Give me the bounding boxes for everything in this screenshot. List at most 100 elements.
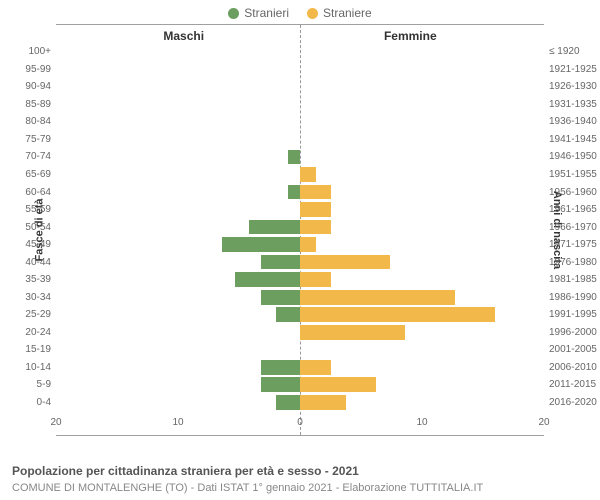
age-label: 60-64 <box>25 187 56 198</box>
bar-female <box>300 237 316 252</box>
age-row: 0-42016-2020 <box>56 394 544 412</box>
age-row: 80-841936-1940 <box>56 113 544 131</box>
bar-male <box>288 150 300 165</box>
age-label: 70-74 <box>25 151 56 162</box>
chart-container: Stranieri Straniere Maschi Femmine Fasce… <box>0 0 600 500</box>
birth-year-label: 1981-1985 <box>544 274 597 285</box>
age-row: 65-691951-1955 <box>56 166 544 184</box>
age-row: 75-791941-1945 <box>56 131 544 149</box>
age-row: 90-941926-1930 <box>56 78 544 96</box>
birth-year-label: 1986-1990 <box>544 292 597 303</box>
age-label: 5-9 <box>37 379 56 390</box>
x-tick: 20 <box>538 417 549 428</box>
birth-year-label: 1926-1930 <box>544 81 597 92</box>
birth-year-label: 1996-2000 <box>544 327 597 338</box>
bar-female <box>300 307 495 322</box>
age-row: 30-341986-1990 <box>56 288 544 306</box>
age-label: 20-24 <box>25 327 56 338</box>
age-label: 15-19 <box>25 344 56 355</box>
birth-year-label: 1971-1975 <box>544 239 597 250</box>
column-headers: Maschi Femmine <box>56 29 544 43</box>
legend-label-female: Straniere <box>323 6 372 20</box>
age-label: 25-29 <box>25 309 56 320</box>
age-row: 95-991921-1925 <box>56 61 544 79</box>
age-row: 45-491971-1975 <box>56 236 544 254</box>
age-row: 25-291991-1995 <box>56 306 544 324</box>
bar-male <box>222 237 300 252</box>
age-row: 40-441976-1980 <box>56 253 544 271</box>
birth-year-label: 2011-2015 <box>544 379 596 390</box>
age-row: 35-391981-1985 <box>56 271 544 289</box>
birth-year-label: 2001-2005 <box>544 344 597 355</box>
birth-year-label: 1946-1950 <box>544 151 597 162</box>
bar-male <box>261 377 300 392</box>
age-label: 75-79 <box>25 134 56 145</box>
bar-female <box>300 360 331 375</box>
bar-rows: 100+≤ 192095-991921-192590-941926-193085… <box>56 43 544 411</box>
birth-year-label: ≤ 1920 <box>544 46 580 57</box>
bar-male <box>276 395 300 410</box>
age-row: 15-192001-2005 <box>56 341 544 359</box>
birth-year-label: 1941-1945 <box>544 134 597 145</box>
birth-year-label: 1921-1925 <box>544 64 597 75</box>
age-label: 80-84 <box>25 116 56 127</box>
age-label: 95-99 <box>25 64 56 75</box>
birth-year-label: 2006-2010 <box>544 362 597 373</box>
age-label: 0-4 <box>37 397 56 408</box>
age-row: 85-891931-1935 <box>56 96 544 114</box>
birth-year-label: 1991-1995 <box>544 309 597 320</box>
bar-male <box>249 220 300 235</box>
chart-subtitle: COMUNE DI MONTALENGHE (TO) - Dati ISTAT … <box>12 482 483 494</box>
age-label: 100+ <box>28 46 56 57</box>
birth-year-label: 1976-1980 <box>544 257 597 268</box>
birth-year-label: 2016-2020 <box>544 397 597 408</box>
age-label: 85-89 <box>25 99 56 110</box>
age-label: 30-34 <box>25 292 56 303</box>
legend-item-male: Stranieri <box>228 6 289 20</box>
header-female: Femmine <box>384 29 437 43</box>
bar-female <box>300 255 390 270</box>
bar-male <box>261 360 300 375</box>
plot-area: Maschi Femmine Fasce di età Anni di nasc… <box>56 24 544 436</box>
legend: Stranieri Straniere <box>0 0 600 20</box>
x-axis: 201001020 <box>56 417 544 431</box>
birth-year-label: 1966-1970 <box>544 222 597 233</box>
birth-year-label: 1936-1940 <box>544 116 597 127</box>
chart-title: Popolazione per cittadinanza straniera p… <box>12 464 359 478</box>
age-label: 10-14 <box>25 362 56 373</box>
bar-female <box>300 185 331 200</box>
legend-swatch-male <box>228 8 239 19</box>
bar-female <box>300 220 331 235</box>
age-row: 10-142006-2010 <box>56 359 544 377</box>
bar-female <box>300 377 376 392</box>
bar-male <box>235 272 300 287</box>
age-row: 5-92011-2015 <box>56 376 544 394</box>
age-row: 60-641956-1960 <box>56 183 544 201</box>
bar-female <box>300 202 331 217</box>
x-tick: 10 <box>416 417 427 428</box>
legend-label-male: Stranieri <box>244 6 289 20</box>
birth-year-label: 1931-1935 <box>544 99 597 110</box>
birth-year-label: 1956-1960 <box>544 187 597 198</box>
bar-female <box>300 290 455 305</box>
age-row: 50-541966-1970 <box>56 218 544 236</box>
bar-female <box>300 167 316 182</box>
age-label: 35-39 <box>25 274 56 285</box>
x-tick: 10 <box>172 417 183 428</box>
age-row: 100+≤ 1920 <box>56 43 544 61</box>
age-row: 20-241996-2000 <box>56 324 544 342</box>
x-tick: 20 <box>50 417 61 428</box>
age-label: 55-59 <box>25 204 56 215</box>
age-label: 50-54 <box>25 222 56 233</box>
age-row: 70-741946-1950 <box>56 148 544 166</box>
birth-year-label: 1961-1965 <box>544 204 597 215</box>
age-label: 45-49 <box>25 239 56 250</box>
age-row: 55-591961-1965 <box>56 201 544 219</box>
bar-female <box>300 325 405 340</box>
birth-year-label: 1951-1955 <box>544 169 597 180</box>
age-label: 65-69 <box>25 169 56 180</box>
bar-male <box>261 290 300 305</box>
bar-male <box>276 307 300 322</box>
bar-female <box>300 395 346 410</box>
legend-swatch-female <box>307 8 318 19</box>
